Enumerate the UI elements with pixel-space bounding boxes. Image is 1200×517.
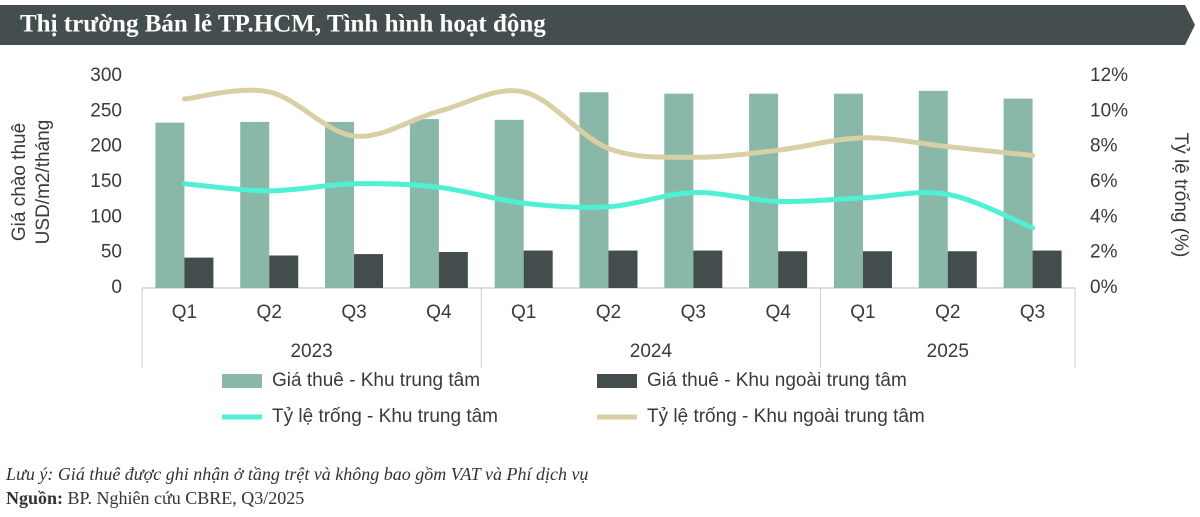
bar: [749, 93, 779, 289]
bar: [947, 251, 977, 288]
y2-tick-label: 2%: [1090, 242, 1118, 263]
note-label: Lưu ý:: [6, 464, 54, 484]
chart: Thị trường Bán lẻ TP.HCM, Tình hình hoạt…: [0, 5, 1195, 427]
bar: [240, 121, 270, 288]
x-tick-label: Q4: [426, 302, 452, 323]
y2-tick-label: 10%: [1090, 100, 1128, 121]
group-label: 2023: [290, 341, 332, 362]
bar: [778, 251, 808, 288]
y2-tick-label: 0%: [1090, 277, 1118, 298]
y-tick-label: 0: [111, 277, 122, 298]
bar: [269, 255, 299, 288]
legend-swatch: [222, 374, 262, 388]
group-label: 2025: [927, 341, 969, 362]
source-text: BP. Nghiên cứu CBRE, Q3/2025: [67, 488, 305, 508]
y2-tick-label: 8%: [1090, 136, 1118, 157]
y2-axis-title: Tỷ lệ trống (%): [1170, 133, 1191, 258]
y-tick-label: 250: [90, 100, 122, 121]
x-tick-label: Q1: [511, 302, 536, 323]
legend-label: Tỷ lệ trống - Khu ngoài trung tâm: [647, 406, 925, 427]
bar: [862, 251, 892, 288]
x-tick-label: Q2: [596, 302, 621, 323]
bar: [918, 90, 948, 288]
y-tick-label: 100: [90, 206, 122, 227]
bar: [523, 250, 553, 288]
x-tick-label: Q1: [172, 302, 197, 323]
bar: [1032, 250, 1062, 288]
bar: [155, 122, 185, 288]
source: Nguồn: BP. Nghiên cứu CBRE, Q3/2025: [6, 488, 304, 509]
y-tick-label: 300: [90, 65, 122, 86]
x-tick-label: Q1: [850, 302, 875, 323]
bar: [608, 250, 638, 288]
chart-title: Thị trường Bán lẻ TP.HCM, Tình hình hoạt…: [20, 11, 546, 38]
group-label: 2024: [630, 341, 673, 362]
note-text: Giá thuê được ghi nhận ở tầng trệt và kh…: [57, 464, 589, 484]
bar: [693, 250, 723, 288]
y2-tick-label: 4%: [1090, 206, 1118, 227]
x-tick-label: Q3: [681, 302, 706, 323]
title-banner: [0, 5, 1195, 45]
x-tick-label: Q2: [935, 302, 960, 323]
bar: [184, 257, 214, 288]
legend-label: Tỷ lệ trống - Khu trung tâm: [272, 406, 498, 427]
bar: [409, 119, 439, 289]
legend-label: Giá thuê - Khu trung tâm: [272, 370, 480, 391]
legend-label: Giá thuê - Khu ngoài trung tâm: [647, 370, 907, 391]
bar: [354, 254, 384, 288]
source-label: Nguồn:: [6, 488, 64, 508]
y-axis-title: Giá chào thuê: [9, 123, 30, 241]
bar: [1003, 98, 1033, 288]
bar: [325, 121, 355, 288]
x-tick-label: Q3: [341, 302, 366, 323]
y-tick-label: 50: [101, 242, 122, 263]
line: [181, 181, 1036, 231]
bar: [579, 92, 609, 289]
bar: [833, 93, 863, 289]
note: Lưu ý: Giá thuê được ghi nhận ở tầng trệ…: [6, 464, 588, 485]
y-axis-title: USD/m2/tháng: [33, 120, 54, 245]
legend-swatch: [597, 374, 637, 388]
y2-tick-label: 12%: [1090, 65, 1128, 86]
line: [181, 87, 1036, 160]
bar: [438, 251, 468, 288]
y-tick-label: 200: [90, 136, 122, 157]
x-tick-label: Q4: [765, 302, 791, 323]
y2-tick-label: 6%: [1090, 171, 1118, 192]
x-tick-label: Q2: [257, 302, 282, 323]
x-tick-label: Q3: [1020, 302, 1045, 323]
y-tick-label: 150: [90, 171, 122, 192]
